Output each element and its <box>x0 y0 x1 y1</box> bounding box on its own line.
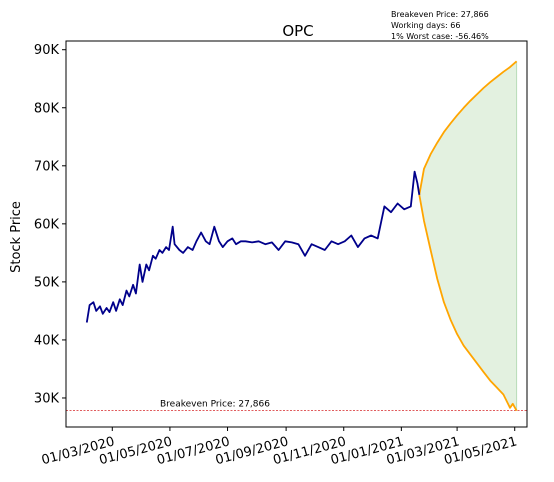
summary-notes: Breakeven Price: 27,866 Working days: 66… <box>391 10 489 41</box>
y-tick-label: 90K <box>34 43 60 58</box>
projection-upper-line <box>418 60 518 195</box>
note-working-days: Working days: 66 <box>391 21 460 30</box>
y-axis-label: Stock Price <box>9 201 24 273</box>
y-tick-label: 60K <box>34 217 60 232</box>
note-breakeven: Breakeven Price: 27,866 <box>391 10 489 19</box>
note-worst-case: 1% Worst case: -56.46% <box>391 32 489 41</box>
y-tick-label: 70K <box>34 159 60 174</box>
y-tick-label: 80K <box>34 101 60 116</box>
y-tick-label: 40K <box>34 333 60 348</box>
projection-lower-line <box>418 194 518 412</box>
plot-area: Breakeven Price: 27,866 30K 40K 50K 60K 70K 80… <box>34 40 528 468</box>
breakeven-label: Breakeven Price: 27,866 <box>160 399 270 409</box>
chart-title: OPC <box>282 22 313 40</box>
y-tick-label: 30K <box>34 391 60 406</box>
history-price-line <box>85 170 421 323</box>
axes-frame <box>65 40 528 428</box>
projection-band <box>419 61 517 411</box>
y-tick-label: 50K <box>34 275 60 290</box>
